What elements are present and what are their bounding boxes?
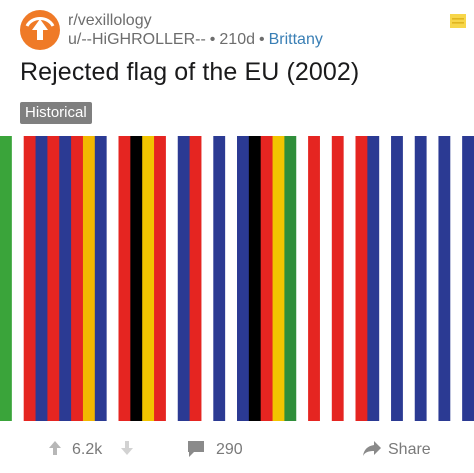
flag-stripe: [11, 136, 25, 421]
flag-stripe: [462, 136, 474, 421]
flag-stripe: [47, 136, 60, 421]
flag-stripe: [142, 136, 155, 421]
flag-stripe: [367, 136, 380, 421]
post-meta: r/vexillology u/--HiGHROLLER-- • 210d • Brit…: [68, 11, 323, 49]
flag-stripe: [237, 136, 250, 421]
comment-bubble-icon[interactable]: [186, 440, 206, 464]
flag-stripe: [284, 136, 297, 421]
flag-stripe: [106, 136, 120, 421]
flag-stripe: [355, 136, 368, 421]
post-flair-tag[interactable]: Historical: [20, 102, 92, 124]
flag-stripe: [225, 136, 238, 421]
flag-stripe: [391, 136, 404, 421]
bookmark-icon[interactable]: [450, 14, 466, 28]
subreddit-avatar-icon[interactable]: [20, 10, 60, 50]
downvote-arrow-icon[interactable]: [120, 440, 134, 462]
post-header: r/vexillology u/--HiGHROLLER-- • 210d • Brit…: [20, 10, 466, 54]
flag-stripe: [35, 136, 48, 421]
share-arrow-icon[interactable]: [362, 440, 382, 464]
subreddit-link[interactable]: r/vexillology: [68, 12, 152, 29]
comment-count[interactable]: 290: [216, 441, 243, 458]
author-link[interactable]: u/--HiGHROLLER--: [68, 31, 206, 48]
upvote-count: 6.2k: [72, 441, 103, 458]
flag-stripe: [213, 136, 226, 421]
flag-stripe: [201, 136, 214, 421]
flag-stripe: [402, 136, 416, 421]
post-image-flag[interactable]: [0, 136, 474, 421]
post-age: 210d: [219, 31, 255, 48]
flag-stripe: [0, 136, 13, 421]
flag-stripe: [438, 136, 451, 421]
flag-stripe: [343, 136, 357, 421]
share-button[interactable]: Share: [388, 441, 431, 458]
flag-stripe: [94, 136, 108, 421]
flag-stripe: [23, 136, 37, 421]
flag-stripe: [130, 136, 143, 421]
flag-stripe: [450, 136, 463, 421]
flag-stripe: [319, 136, 333, 421]
flag-stripe: [189, 136, 203, 421]
flag-stripe: [379, 136, 392, 421]
flag-stripe: [272, 136, 285, 421]
flag-stripe: [426, 136, 440, 421]
flag-stripe: [248, 136, 262, 421]
upvote-arrow-icon[interactable]: [48, 440, 62, 462]
post-byline: u/--HiGHROLLER-- • 210d • Brittany: [68, 31, 323, 48]
flag-stripe: [296, 136, 309, 421]
flag-svg: [0, 136, 474, 421]
flag-stripe: [308, 136, 321, 421]
flag-stripe: [118, 136, 131, 421]
user-flair: Brittany: [268, 31, 323, 48]
post-title[interactable]: Rejected flag of the EU (2002): [20, 58, 360, 86]
flag-stripe: [331, 136, 345, 421]
flag-stripe: [82, 136, 96, 421]
post-actions: 6.2k 290 Share: [0, 436, 474, 466]
flag-stripe: [414, 136, 428, 421]
flag-stripe: [177, 136, 191, 421]
flag-stripe: [260, 136, 274, 421]
flag-stripe: [71, 136, 84, 421]
flag-stripe: [154, 136, 167, 421]
flag-stripe: [59, 136, 72, 421]
flag-stripe: [165, 136, 179, 421]
